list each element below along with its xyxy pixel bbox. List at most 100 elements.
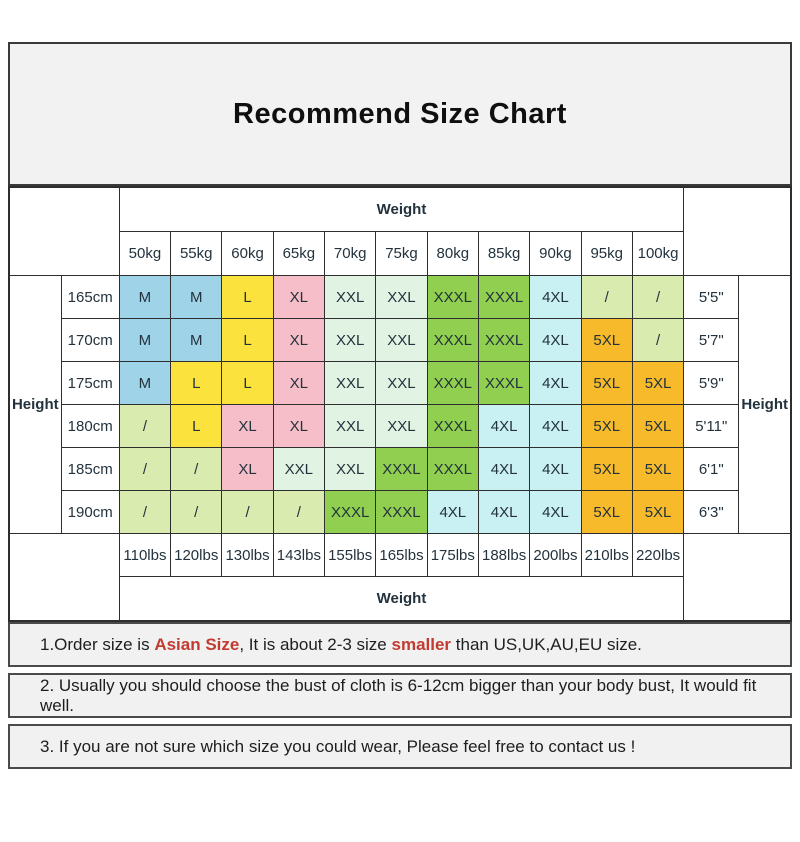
size-cell-180cm-65kg: XL xyxy=(272,404,326,448)
size-cell-165cm-65kg: XL xyxy=(272,275,326,319)
size-cell-180cm-80kg: XXXL xyxy=(426,404,479,448)
size-cell-175cm-80kg: XXXL xyxy=(426,361,479,405)
size-cell-185cm-60kg: XL xyxy=(221,447,274,491)
size-cell-190cm-95kg: 5XL xyxy=(580,490,633,534)
weight-kg-header: 95kg xyxy=(580,231,633,276)
size-cell-190cm-75kg: XXXL xyxy=(375,490,428,534)
size-cell-190cm-85kg: 4XL xyxy=(477,490,531,534)
size-cell-180cm-100kg: 5XL xyxy=(631,404,685,448)
size-cell-165cm-85kg: XXXL xyxy=(477,275,531,319)
title-box: Recommend Size Chart xyxy=(8,42,792,186)
size-cell-165cm-95kg: / xyxy=(580,275,633,319)
note-bust-advice: 2. Usually you should choose the bust of… xyxy=(8,673,792,718)
weight-kg-header: 90kg xyxy=(529,231,582,276)
size-cell-170cm-80kg: XXXL xyxy=(426,318,479,362)
size-cell-185cm-90kg: 4XL xyxy=(529,447,582,491)
table-corner-top-left xyxy=(8,186,120,276)
size-chart-page: Recommend Size Chart Weight 50kg 55kg 60kg 6… xyxy=(0,42,800,769)
size-cell-185cm-50kg: / xyxy=(118,447,172,491)
weight-lbs-header: 200lbs xyxy=(529,533,582,577)
weight-lbs-header: 210lbs xyxy=(580,533,633,577)
weight-kg-header: 65kg xyxy=(272,231,326,276)
size-cell-185cm-70kg: XXL xyxy=(324,447,377,491)
weight-kg-header: 75kg xyxy=(375,231,428,276)
size-cell-180cm-90kg: 4XL xyxy=(529,404,582,448)
note-1-suffix: than US,UK,AU,EU size. xyxy=(451,634,642,654)
size-cell-165cm-50kg: M xyxy=(118,275,172,319)
size-cell-190cm-60kg: / xyxy=(221,490,274,534)
size-cell-175cm-65kg: XL xyxy=(272,361,326,405)
smaller-highlight: smaller xyxy=(391,634,452,654)
size-cell-175cm-60kg: L xyxy=(221,361,274,405)
weight-kg-header: 55kg xyxy=(170,231,223,276)
weight-kg-header: 70kg xyxy=(324,231,377,276)
size-cell-180cm-75kg: XXL xyxy=(375,404,428,448)
height-ft-label: 5'9" xyxy=(683,361,740,405)
note-2-text: 2. Usually you should choose the bust of… xyxy=(40,675,762,715)
size-cell-180cm-55kg: L xyxy=(170,404,223,448)
weight-lbs-header: 220lbs xyxy=(631,533,685,577)
size-cell-190cm-50kg: / xyxy=(118,490,172,534)
height-cm-label: 170cm xyxy=(60,318,120,362)
asian-size-highlight: Asian Size xyxy=(154,634,240,654)
note-contact-us: 3. If you are not sure which size you co… xyxy=(8,724,792,769)
size-cell-170cm-90kg: 4XL xyxy=(529,318,582,362)
weight-lbs-header: 130lbs xyxy=(221,533,274,577)
size-cell-185cm-100kg: 5XL xyxy=(631,447,685,491)
size-cell-170cm-60kg: L xyxy=(221,318,274,362)
size-cell-170cm-70kg: XXL xyxy=(324,318,377,362)
weight-kg-header: 100kg xyxy=(631,231,685,276)
height-ft-label: 5'5" xyxy=(683,275,740,319)
note-3-text: 3. If you are not sure which size you co… xyxy=(40,736,636,756)
size-cell-185cm-85kg: 4XL xyxy=(477,447,531,491)
size-cell-185cm-75kg: XXXL xyxy=(375,447,428,491)
size-chart-table: Weight 50kg 55kg 60kg 65kg 70kg 75kg 80kg 85kg 90… xyxy=(8,186,792,622)
height-cm-label: 180cm xyxy=(60,404,120,448)
height-header-right: Height xyxy=(738,275,792,534)
size-cell-170cm-100kg: / xyxy=(631,318,685,362)
weight-kg-header: 50kg xyxy=(118,231,172,276)
size-cell-165cm-55kg: M xyxy=(170,275,223,319)
weight-lbs-header: 175lbs xyxy=(426,533,479,577)
size-cell-165cm-60kg: L xyxy=(221,275,274,319)
weight-lbs-header: 143lbs xyxy=(272,533,326,577)
weight-header-bottom: Weight xyxy=(118,576,685,622)
size-cell-180cm-50kg: / xyxy=(118,404,172,448)
height-ft-label: 6'1" xyxy=(683,447,740,491)
note-asian-size: 1.Order size is Asian Size, It is about … xyxy=(8,622,792,667)
weight-kg-header: 60kg xyxy=(221,231,274,276)
weight-lbs-header: 155lbs xyxy=(324,533,377,577)
size-cell-180cm-95kg: 5XL xyxy=(580,404,633,448)
height-cm-label: 190cm xyxy=(60,490,120,534)
height-ft-label: 5'7" xyxy=(683,318,740,362)
size-cell-190cm-90kg: 4XL xyxy=(529,490,582,534)
size-cell-170cm-55kg: M xyxy=(170,318,223,362)
size-cell-175cm-50kg: M xyxy=(118,361,172,405)
size-cell-175cm-90kg: 4XL xyxy=(529,361,582,405)
size-cell-175cm-55kg: L xyxy=(170,361,223,405)
page-title: Recommend Size Chart xyxy=(233,97,567,130)
size-cell-185cm-80kg: XXXL xyxy=(426,447,479,491)
size-cell-170cm-50kg: M xyxy=(118,318,172,362)
size-cell-190cm-65kg: / xyxy=(272,490,326,534)
size-cell-175cm-95kg: 5XL xyxy=(580,361,633,405)
note-1-text: 1.Order size is xyxy=(40,634,155,654)
size-cell-190cm-70kg: XXXL xyxy=(324,490,377,534)
table-corner-bottom-right xyxy=(683,533,792,622)
size-cell-165cm-70kg: XXL xyxy=(324,275,377,319)
size-cell-180cm-70kg: XXL xyxy=(324,404,377,448)
size-cell-185cm-65kg: XXL xyxy=(272,447,326,491)
size-cell-175cm-75kg: XXL xyxy=(375,361,428,405)
size-cell-175cm-100kg: 5XL xyxy=(631,361,685,405)
note-1-mid: , It is about 2-3 size xyxy=(239,634,392,654)
size-cell-165cm-75kg: XXL xyxy=(375,275,428,319)
size-cell-175cm-85kg: XXXL xyxy=(477,361,531,405)
height-ft-label: 5'11" xyxy=(683,404,740,448)
size-cell-185cm-55kg: / xyxy=(170,447,223,491)
size-cell-180cm-85kg: 4XL xyxy=(477,404,531,448)
size-cell-175cm-70kg: XXL xyxy=(324,361,377,405)
height-ft-label: 6'3" xyxy=(683,490,740,534)
size-cell-190cm-55kg: / xyxy=(170,490,223,534)
height-header-left: Height xyxy=(8,275,62,534)
size-cell-170cm-95kg: 5XL xyxy=(580,318,633,362)
